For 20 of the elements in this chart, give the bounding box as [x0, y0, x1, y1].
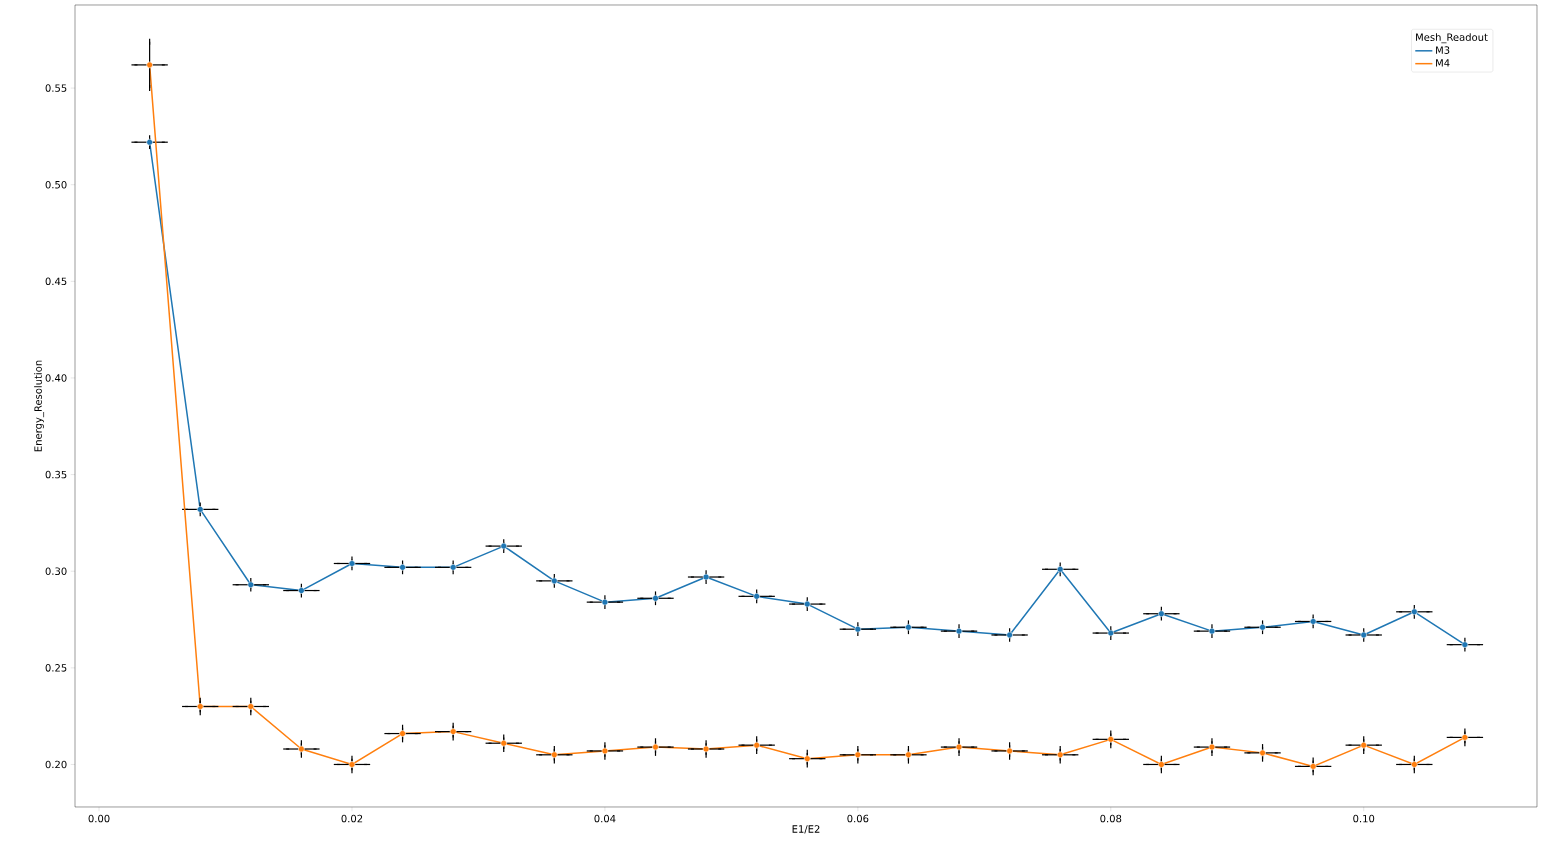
x-tick-label: 0.06 [847, 814, 869, 823]
y-tick-label: 0.20 [45, 760, 67, 769]
legend-title: Mesh_Readout [1416, 33, 1488, 44]
y-tick-label: 0.50 [45, 180, 67, 189]
y-tick-label: 0.40 [45, 374, 67, 382]
x-axis-title: E1/E2 [792, 825, 820, 834]
x-tick-label: 0.10 [1353, 814, 1375, 823]
x-tick-label: 0.02 [341, 814, 363, 823]
y-tick-label: 0.55 [45, 84, 67, 92]
y-tick-label: 0.45 [45, 277, 67, 286]
legend-label: M3 [1436, 46, 1450, 54]
x-tick-label: 0.00 [88, 814, 110, 823]
point [146, 61, 153, 69]
legend-label: M4 [1436, 59, 1450, 67]
x-tick-label: 0.08 [1100, 814, 1122, 823]
y-axis-title: Energy_Resolution [34, 360, 45, 452]
x-tick-label: 0.04 [594, 814, 616, 823]
y-tick-label: 0.25 [45, 664, 67, 672]
y-tick-label: 0.30 [45, 567, 67, 575]
y-tick-label: 0.35 [45, 470, 67, 479]
